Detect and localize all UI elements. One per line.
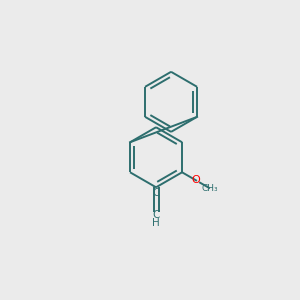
Text: O: O bbox=[192, 176, 200, 185]
Text: C: C bbox=[152, 188, 160, 199]
Text: CH₃: CH₃ bbox=[202, 184, 218, 193]
Text: C: C bbox=[152, 210, 160, 220]
Text: H: H bbox=[152, 218, 160, 229]
